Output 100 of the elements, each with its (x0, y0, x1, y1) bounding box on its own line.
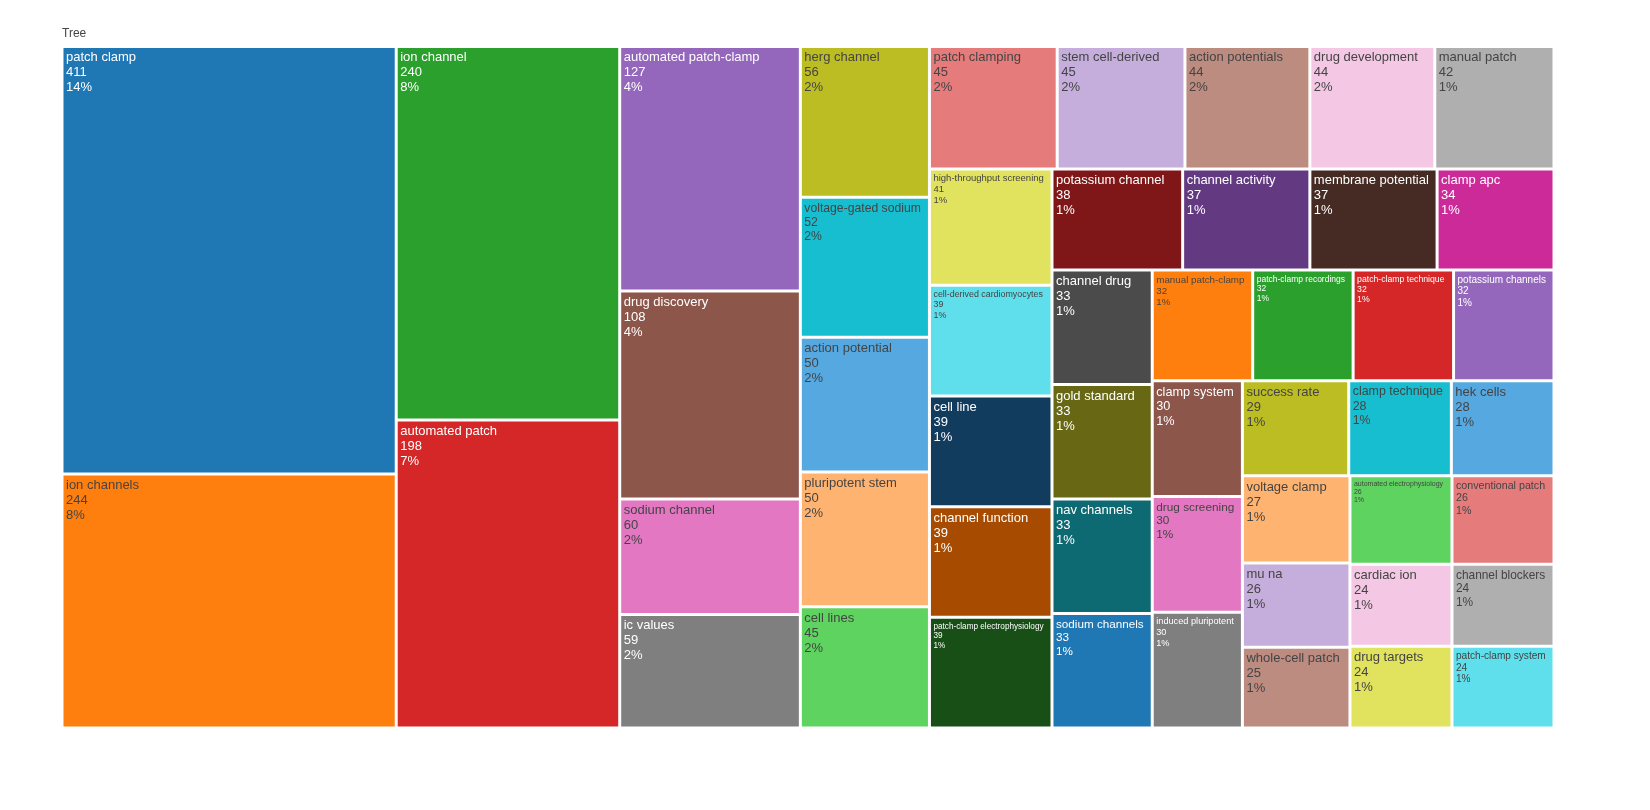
text: 1% (1455, 413, 1475, 429)
category-label: pluripotent stem (804, 475, 897, 491)
text: 1% (1455, 594, 1474, 609)
text: 1% (933, 194, 948, 206)
category-label: patch-clamp recordings (1256, 273, 1346, 284)
data-label: 28 (1352, 398, 1367, 413)
data-label: 25 (1246, 665, 1261, 681)
category-label: success rate (1246, 383, 1320, 399)
data-label: 411 (66, 64, 87, 80)
category-label: voltage clamp (1246, 478, 1327, 494)
text: 1% (1357, 293, 1370, 304)
text: 1% (1055, 417, 1075, 433)
text: 1% (1455, 673, 1471, 685)
category-label: ion channel (400, 49, 467, 65)
category-label: clamp system (1156, 384, 1234, 399)
category-label: patch clamping (933, 49, 1021, 65)
category-label: hek cells (1455, 383, 1507, 399)
text: 1% (933, 539, 953, 555)
category-label: patch-clamp technique (1357, 273, 1445, 284)
data-label: 32 (1457, 285, 1470, 297)
category-label: induced pluripotent (1156, 616, 1235, 627)
text: 2% (804, 639, 824, 655)
category-label: cell-derived cardiomyocytes (933, 289, 1044, 300)
text: 1% (1246, 508, 1266, 524)
data-label: 34 (1441, 186, 1456, 202)
text: 4% (623, 323, 643, 339)
category-label: stem cell-derived (1061, 49, 1160, 65)
text: 1% (1455, 503, 1472, 516)
category-label: mu na (1246, 566, 1284, 582)
category-label: whole-cell patch (1245, 650, 1340, 666)
category-label: channel activity (1186, 171, 1277, 187)
data-label: 24 (1353, 582, 1369, 598)
category-label: drug screening (1156, 499, 1235, 514)
data-label: 24 (1353, 664, 1369, 680)
data-label: 108 (623, 308, 646, 324)
data-label: 28 (1455, 398, 1470, 414)
category-label: ion channels (66, 477, 140, 493)
category-label: manual patch (1438, 49, 1517, 65)
data-label: 52 (804, 214, 819, 229)
text: 1% (1313, 201, 1333, 217)
data-label: 33 (1055, 630, 1070, 644)
data-label: 39 (933, 299, 944, 310)
category-label: manual patch-clamp (1156, 273, 1246, 285)
data-label: 37 (1186, 186, 1202, 202)
data-label: 50 (804, 490, 819, 506)
data-label: 198 (400, 437, 422, 453)
data-label: 32 (1156, 284, 1168, 296)
data-label: 27 (1246, 493, 1261, 509)
data-label: 240 (400, 64, 422, 80)
data-label: 50 (804, 355, 819, 371)
category-label: patch-clamp electrophysiology (933, 621, 1045, 631)
text: 2% (804, 79, 824, 95)
category-label: potassium channel (1055, 171, 1165, 187)
text: 8% (66, 507, 85, 523)
text: 1% (1353, 679, 1373, 695)
text: 7% (400, 452, 420, 468)
data-label: 30 (1156, 399, 1171, 414)
category-label: action potentials (1188, 49, 1284, 65)
data-label: 29 (1246, 398, 1261, 414)
text: 1% (1055, 201, 1075, 217)
category-label: cell lines (804, 609, 855, 625)
category-label: drug targets (1353, 649, 1424, 665)
text: 1% (933, 309, 947, 320)
data-label: 45 (933, 64, 948, 80)
category-label: action potential (804, 340, 892, 356)
data-label: 44 (1188, 64, 1204, 80)
text: 2% (804, 505, 824, 521)
data-label: 32 (1256, 283, 1267, 294)
text: 4% (623, 79, 643, 95)
data-label: 30 (1156, 627, 1167, 638)
text: 2% (804, 370, 824, 386)
data-label: 38 (1055, 186, 1071, 202)
data-label: 44 (1313, 64, 1329, 80)
category-label: nav channels (1055, 502, 1134, 518)
text: 1% (1156, 637, 1170, 648)
data-label: 41 (933, 183, 945, 195)
text: 1% (1441, 201, 1460, 217)
text: 2% (623, 647, 643, 663)
text: 1% (1246, 680, 1266, 696)
text: 2% (933, 79, 953, 95)
text: 1% (1256, 293, 1269, 304)
category-label: automated patch-clamp (623, 49, 760, 65)
text: 1% (1186, 201, 1206, 217)
data-label: 56 (804, 64, 819, 80)
text: 14% (66, 79, 93, 95)
text: 8% (400, 79, 420, 95)
category-label: cell line (933, 399, 977, 415)
text: 1% (1438, 79, 1458, 95)
category-label: ic values (623, 617, 675, 633)
data-label: 59 (623, 632, 639, 648)
category-label: automated patch (400, 422, 498, 438)
category-label: high-throughput screening (933, 172, 1044, 184)
category-label: sodium channels (1055, 616, 1144, 630)
category-label: voltage-gated sodium (804, 200, 921, 215)
category-label: clamp apc (1441, 171, 1501, 187)
category-label: potassium channels (1457, 273, 1546, 285)
text: 1% (1457, 296, 1473, 308)
data-label: 244 (66, 492, 88, 508)
text: 1% (1156, 413, 1175, 428)
category-label: clamp technique (1352, 384, 1444, 399)
